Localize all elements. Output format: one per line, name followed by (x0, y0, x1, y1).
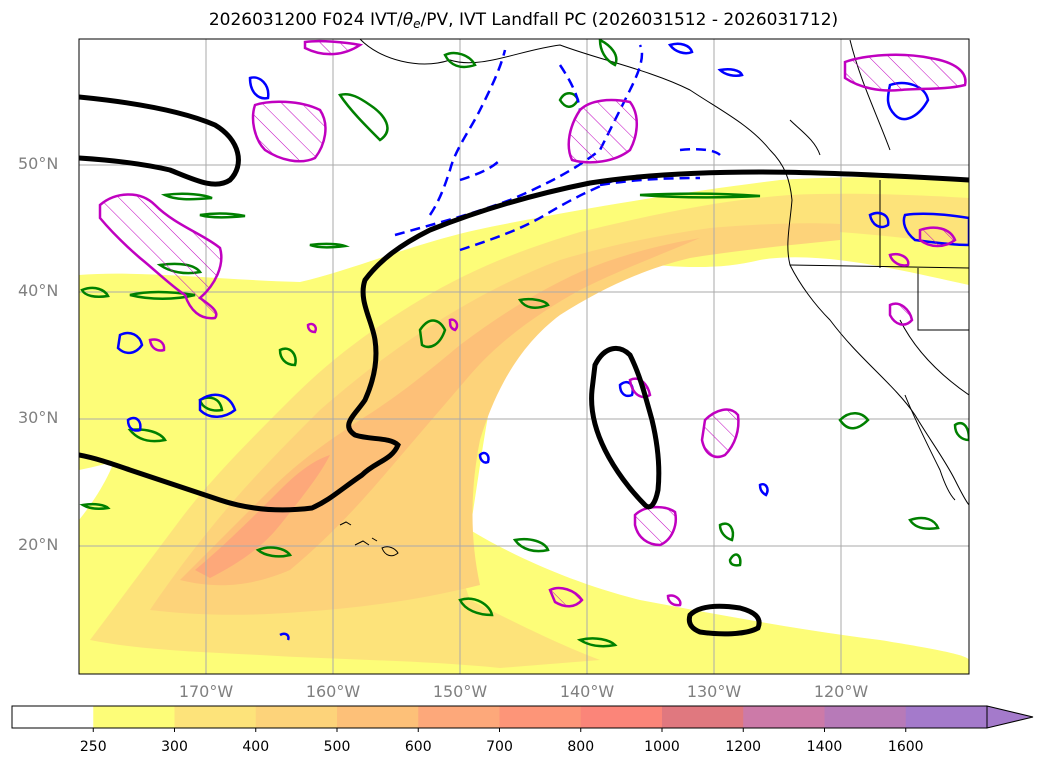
ivt-250-west-blob (79, 294, 300, 470)
map-frame (78, 38, 970, 675)
ivt-shading (79, 177, 969, 674)
colorbar-label-600: 600 (404, 739, 432, 755)
colorbar-swatch (824, 706, 907, 728)
pv-hatched-regions (98, 39, 967, 608)
colorbar-label-1000: 1000 (644, 739, 680, 755)
colorbar-swatch (93, 706, 175, 728)
lon-label-120w: 120°W (813, 682, 869, 701)
map-plot-area (79, 39, 969, 674)
lon-label-160w: 160°W (305, 682, 361, 701)
coastline (339, 39, 969, 557)
colorbar-swatch (255, 706, 338, 728)
colorbar-label-400: 400 (242, 739, 270, 755)
lon-label-130w: 130°W (686, 682, 742, 701)
colorbar-label-1400: 1400 (806, 739, 843, 755)
colorbar-swatch (174, 706, 257, 728)
colorbar-swatch (499, 706, 582, 728)
pv-small-contours (148, 253, 910, 607)
colorbar-swatch (418, 706, 500, 728)
lat-label-30n: 30°N (18, 408, 59, 427)
colorbar-label-500: 500 (323, 739, 351, 755)
ivt-600-core (195, 455, 330, 578)
colorbar-label-300: 300 (161, 739, 188, 755)
colorbar-label-1200: 1200 (725, 739, 762, 755)
ivt-500-core (180, 238, 700, 586)
colorbar-extend-arrow (986, 705, 1034, 729)
ivt-pc-contours (79, 94, 969, 637)
colorbar-swatch (905, 706, 988, 728)
colorbar-label-1600: 1600 (887, 739, 924, 755)
colorbar-swatch (743, 706, 825, 728)
lat-label-40n: 40°N (18, 281, 59, 300)
colorbar-swatch (337, 706, 419, 728)
colorbar-swatch (580, 706, 663, 728)
colorbar-swatch (12, 706, 94, 728)
lat-label-50n: 50°N (18, 154, 59, 173)
colorbar-label-700: 700 (486, 739, 513, 755)
lat-label-20n: 20°N (18, 535, 59, 554)
lon-label-140w: 140°W (559, 682, 615, 701)
lon-label-150w: 150°W (432, 682, 488, 701)
colorbar (11, 705, 1034, 732)
theta-e-contours (79, 39, 969, 648)
colorbar-label-800: 800 (567, 739, 595, 755)
graticule (79, 39, 969, 674)
lon-label-170w: 170°W (178, 682, 234, 701)
map-title: 2026031200 F024 IVT/θe/PV, IVT Landfall … (208, 10, 839, 31)
colorbar-swatch (662, 706, 744, 728)
colorbar-label-250: 250 (79, 739, 107, 755)
